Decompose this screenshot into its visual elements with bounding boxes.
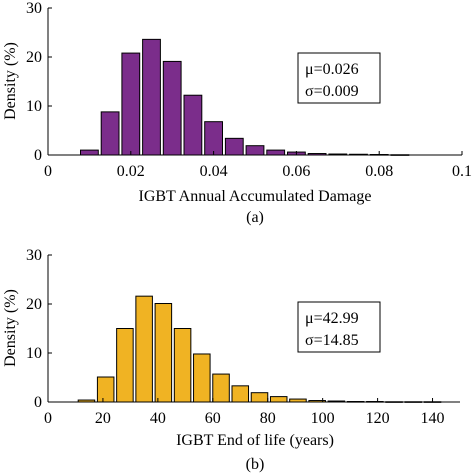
panel-a-bar bbox=[224, 137, 244, 156]
panel-b-bar bbox=[96, 376, 115, 403]
panel-a-x-axis-title: IGBT Annual Accumulated Damage bbox=[139, 188, 372, 205]
panel-a-bar bbox=[204, 121, 223, 156]
panel-b-x-tick-label: 120 bbox=[366, 410, 390, 427]
panel-a-accumulated-damage: 0 0.02 0.04 0.06 0.08 0.1 0 10 20 30 IGBT Annual… bbox=[2, 0, 472, 226]
panel-a-x-tick-label: 0.02 bbox=[117, 163, 145, 180]
panel-b-bar bbox=[135, 295, 153, 403]
panel-b-bars bbox=[77, 295, 442, 403]
panel-a-bar bbox=[266, 149, 286, 156]
panel-a-bar bbox=[121, 52, 141, 156]
panel-b-bar bbox=[212, 373, 230, 403]
panel-b-bar bbox=[154, 303, 173, 403]
panel-b-y-tick-label: 20 bbox=[26, 296, 42, 313]
panel-b-end-of-life: 0 20 40 60 80 100 120 140 0 10 20 30 IGBT End of l… bbox=[2, 247, 460, 473]
panel-b-mean-label: μ=42.99 bbox=[305, 310, 359, 327]
panel-a-y-tick-label: 30 bbox=[26, 0, 42, 17]
panel-b-stats-box bbox=[297, 301, 381, 353]
panel-a-bar bbox=[100, 111, 120, 156]
panel-a-bar bbox=[80, 149, 99, 156]
panel-a-stats-box bbox=[297, 52, 381, 104]
panel-b-bar bbox=[116, 328, 134, 403]
panel-b-x-tick-label: 0 bbox=[44, 410, 52, 427]
panel-a-bar bbox=[245, 145, 265, 156]
panel-b-std-label: σ=14.85 bbox=[305, 332, 359, 349]
panel-a-y-ticks: 0 10 20 30 bbox=[26, 0, 52, 164]
panel-a-x-tick-label: 0.08 bbox=[365, 163, 393, 180]
panel-b-x-tick-label: 80 bbox=[260, 410, 276, 427]
panel-a-y-axis-title: Density (%) bbox=[2, 42, 19, 120]
panel-b-y-axis-title: Density (%) bbox=[2, 289, 19, 367]
panel-a-bar bbox=[183, 94, 203, 156]
panel-a-y-tick-label: 20 bbox=[26, 49, 42, 66]
panel-a-x-tick-label: 0 bbox=[44, 163, 52, 180]
panel-a-mean-label: μ=0.026 bbox=[305, 61, 359, 78]
panel-b-bar bbox=[250, 392, 269, 403]
panel-a-y-tick-label: 0 bbox=[34, 147, 42, 164]
panel-a-bars bbox=[80, 38, 410, 156]
panel-a-caption: (a) bbox=[246, 209, 264, 226]
panel-b-bar bbox=[193, 353, 211, 403]
panel-b-x-tick-label: 140 bbox=[421, 410, 445, 427]
panel-b-bar bbox=[231, 385, 250, 403]
panel-b-y-tick-label: 10 bbox=[26, 345, 42, 362]
panel-b-bar bbox=[173, 328, 192, 403]
panel-a-x-tick-label: 0.06 bbox=[282, 163, 310, 180]
panel-b-y-ticks: 0 10 20 30 bbox=[26, 247, 52, 411]
panel-a-x-tick-label: 0.04 bbox=[200, 163, 228, 180]
panel-a-std-label: σ=0.009 bbox=[305, 83, 359, 100]
panel-b-bar bbox=[269, 396, 288, 403]
panel-b-caption: (b) bbox=[246, 456, 265, 473]
panel-b-x-tick-label: 60 bbox=[205, 410, 221, 427]
panel-a-bar bbox=[142, 38, 161, 156]
panel-b-x-ticks: 0 20 40 60 80 100 120 140 bbox=[44, 398, 445, 427]
panel-b-x-tick-label: 40 bbox=[150, 410, 166, 427]
panel-b-y-tick-label: 0 bbox=[34, 394, 42, 411]
panel-b-x-tick-label: 100 bbox=[311, 410, 335, 427]
panel-b-y-tick-label: 30 bbox=[26, 247, 42, 264]
panel-a-x-tick-label: 0.1 bbox=[452, 163, 472, 180]
panel-a-y-tick-label: 10 bbox=[26, 98, 42, 115]
panel-b-x-axis-title: IGBT End of life (years) bbox=[176, 432, 334, 449]
panel-a-bar bbox=[162, 60, 182, 156]
panel-b-x-tick-label: 20 bbox=[95, 410, 111, 427]
panel-a-x-ticks: 0 0.02 0.04 0.06 0.08 0.1 bbox=[44, 151, 472, 180]
